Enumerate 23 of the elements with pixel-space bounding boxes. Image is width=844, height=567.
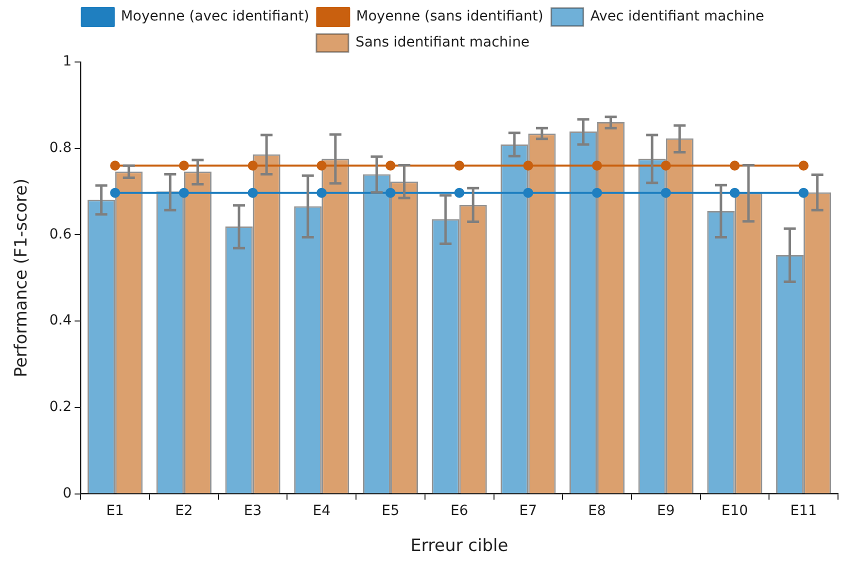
y-tick-label: 0 (62, 485, 72, 502)
x-tick-label: E9 (656, 502, 675, 519)
y-tick-label: 1 (62, 54, 72, 70)
x-tick-label: E10 (721, 502, 748, 519)
legend-label: Sans identifiant machine (355, 34, 530, 51)
y-tick-label: 0.4 (49, 312, 72, 329)
x-tick-label: E7 (519, 502, 538, 519)
x-tick-label: E6 (450, 502, 468, 519)
x-tick-label: E2 (175, 502, 193, 519)
x-tick-label: E4 (312, 502, 331, 519)
x-tick-label: E8 (588, 502, 606, 519)
y-tick-label: 0.6 (49, 226, 72, 242)
y-axis-title: Performance (F1-score) (12, 178, 32, 378)
x-tick-label: E11 (790, 502, 817, 519)
legend-label: Moyenne (avec identifiant) (120, 8, 310, 25)
legend-label: Moyenne (sans identifiant) (356, 8, 544, 25)
legend-label: Avec identifiant machine (590, 8, 764, 25)
x-tick-label: E1 (106, 502, 124, 519)
y-tick-label: 0.2 (49, 399, 72, 416)
x-tick-label: E3 (244, 502, 262, 519)
x-axis-title: Erreur cible (410, 536, 508, 556)
y-tick-label: 0.8 (49, 140, 72, 156)
x-tick-label: E5 (382, 502, 400, 519)
